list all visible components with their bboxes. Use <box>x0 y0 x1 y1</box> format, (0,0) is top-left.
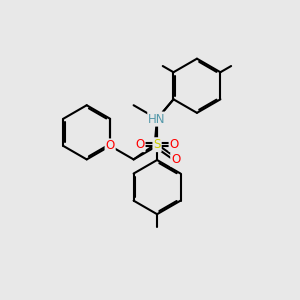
Text: O: O <box>135 138 145 151</box>
Text: O: O <box>106 140 115 152</box>
Text: HN: HN <box>148 112 166 125</box>
Text: S: S <box>153 138 161 151</box>
Text: N: N <box>153 112 161 125</box>
Text: O: O <box>171 153 180 166</box>
Text: O: O <box>169 138 179 151</box>
